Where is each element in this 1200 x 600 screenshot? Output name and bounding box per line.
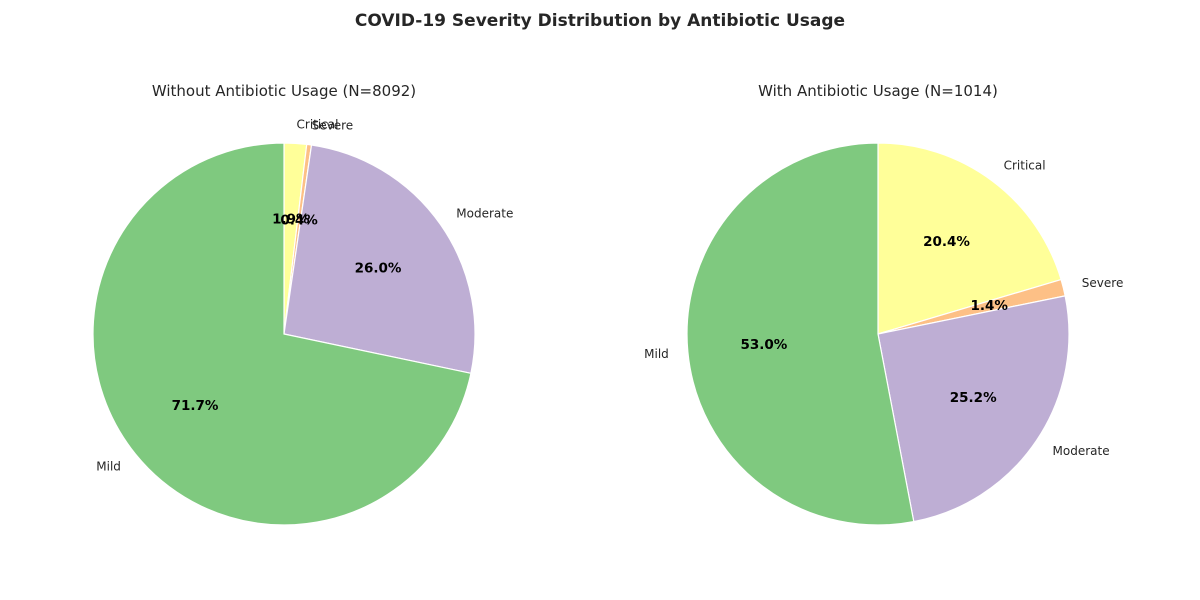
pct-label-moderate: 25.2% <box>950 390 997 406</box>
figure-title: COVID-19 Severity Distribution by Antibi… <box>355 11 845 31</box>
pct-label-mild: 71.7% <box>172 398 219 414</box>
pie-slice-moderate <box>283 144 476 375</box>
pie-chart-with-antibiotic: With Antibiotic Usage (N=1014) Critical 2… <box>644 82 1123 526</box>
pct-label-moderate: 26.0% <box>355 260 402 276</box>
pie-labels: Critical 20.4% Severe 1.4% Moderate 25.2% Mild… <box>644 159 1123 458</box>
pct-label-severe: 0.4% <box>280 212 318 228</box>
pie-slice-moderate <box>877 295 1070 523</box>
slice-label-moderate: Moderate <box>1053 444 1110 458</box>
pie-title-with-antibiotic: With Antibiotic Usage (N=1014) <box>758 82 998 100</box>
pie-slices <box>686 142 1070 526</box>
pie-slice-mild <box>92 142 472 526</box>
slice-label-severe: Severe <box>312 119 354 133</box>
pie-chart-without-antibiotic: Without Antibiotic Usage (N=8092) Critic… <box>92 82 513 526</box>
pie-title-without-antibiotic: Without Antibiotic Usage (N=8092) <box>152 82 416 100</box>
pie-slice-critical <box>877 142 1062 335</box>
pct-label-mild: 53.0% <box>740 337 787 353</box>
pie-labels: Critical 1.9% Severe 0.4% Moderate 26.0% Mild 7… <box>96 117 513 473</box>
pct-label-critical: 20.4% <box>923 234 970 250</box>
pct-label-critical: 1.9% <box>272 212 310 228</box>
slice-label-mild: Mild <box>644 347 669 361</box>
slice-label-mild: Mild <box>96 459 121 473</box>
pie-slices <box>92 142 476 526</box>
pie-slice-mild <box>686 142 915 526</box>
pct-label-severe: 1.4% <box>970 298 1008 314</box>
slice-label-critical: Critical <box>297 117 339 131</box>
slice-label-moderate: Moderate <box>456 207 513 221</box>
slice-label-severe: Severe <box>1082 276 1124 290</box>
slice-label-critical: Critical <box>1004 159 1046 173</box>
